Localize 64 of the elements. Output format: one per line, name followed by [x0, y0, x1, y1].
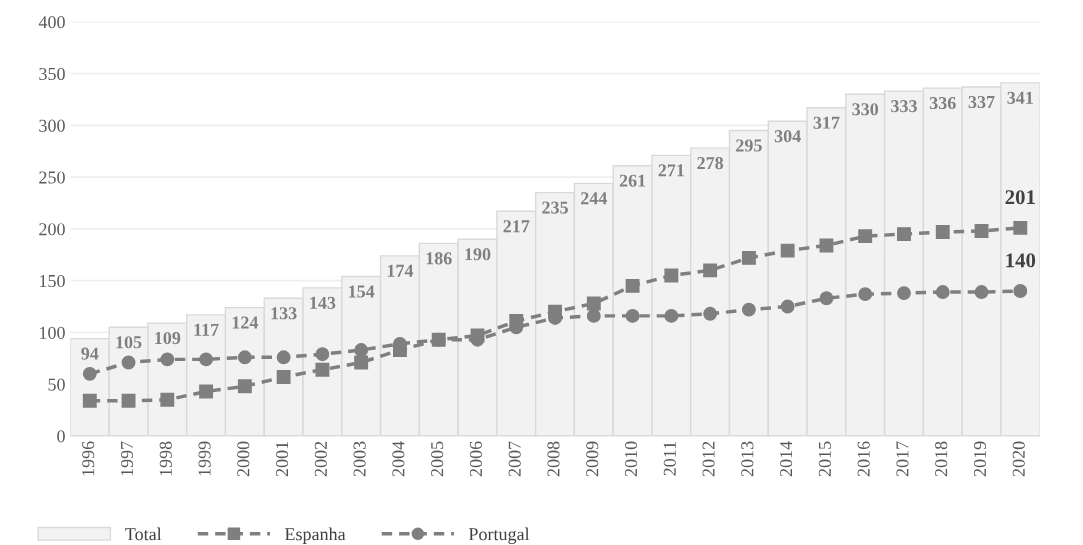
y-tick-label: 50	[48, 378, 65, 391]
data-label: 186	[426, 252, 452, 265]
x-tick-label: 1998	[159, 441, 172, 476]
x-tick-label: 2014	[780, 441, 793, 477]
data-label: 109	[155, 331, 181, 345]
data-label: 201	[1005, 190, 1035, 205]
x-tick-label: 2008	[547, 441, 560, 477]
data-label: 317	[813, 116, 840, 129]
data-label: 304	[774, 130, 801, 143]
data-label: 140	[1006, 253, 1036, 268]
data-label: 143	[310, 296, 336, 309]
legend-label: Portugal	[468, 527, 530, 545]
data-label: 105	[116, 336, 142, 349]
y-tick-label: 300	[39, 119, 65, 132]
x-tick-label: 2003	[353, 441, 366, 477]
data-label: 94	[81, 347, 99, 360]
x-tick-label: 2016	[857, 441, 870, 477]
data-label: 235	[542, 201, 568, 214]
x-tick-label: 2004	[392, 441, 405, 477]
y-tick-label: 250	[39, 171, 65, 184]
data-label: 261	[619, 174, 646, 187]
y-tick-label: 200	[39, 223, 65, 236]
x-tick-label: 2009	[586, 441, 599, 477]
legend-label: Total	[125, 527, 162, 541]
x-tick-label: 1996	[82, 441, 95, 476]
data-label: 244	[581, 192, 608, 205]
data-label: 154	[349, 285, 375, 298]
data-label: 217	[503, 220, 530, 233]
data-label: 117	[194, 323, 219, 336]
x-tick-label: 2002	[314, 441, 327, 477]
x-tick-label: 1999	[198, 441, 211, 476]
data-label: 174	[387, 264, 414, 277]
y-tick-label: 0	[57, 430, 65, 443]
y-tick-label: 150	[40, 274, 65, 288]
x-tick-label: 2001	[275, 441, 289, 477]
x-tick-label: 2015	[818, 441, 831, 477]
x-tick-label: 1997	[120, 441, 134, 476]
x-tick-label: 2000	[237, 441, 250, 477]
x-tick-label: 2012	[702, 441, 715, 477]
data-label: 190	[465, 248, 491, 261]
x-tick-label: 2005	[431, 441, 444, 477]
y-tick-label: 400	[38, 16, 65, 29]
x-tick-label: 2011	[663, 441, 676, 476]
x-tick-label: 2010	[624, 441, 638, 477]
data-label: 337	[968, 95, 995, 109]
x-tick-label: 2018	[935, 441, 948, 477]
y-tick-label: 100	[40, 326, 65, 339]
x-tick-label: 2006	[469, 441, 483, 477]
x-tick-label: 2013	[741, 441, 754, 477]
data-label: 278	[697, 156, 724, 170]
x-tick-label: 2007	[508, 441, 521, 477]
data-label: 271	[658, 164, 684, 177]
data-label: 333	[891, 100, 917, 113]
x-tick-label: 2019	[973, 441, 987, 477]
data-label: 124	[232, 316, 259, 329]
y-tick-label: 350	[39, 67, 65, 81]
data-label: 341	[1007, 91, 1033, 104]
data-label: 133	[271, 307, 297, 320]
data-label: 330	[852, 103, 879, 116]
x-tick-label: 2020	[1012, 441, 1025, 477]
x-tick-label: 2017	[896, 441, 909, 477]
data-label: 336	[929, 96, 956, 110]
data-label: 295	[736, 139, 762, 152]
legend-label: Espanha	[284, 527, 346, 544]
